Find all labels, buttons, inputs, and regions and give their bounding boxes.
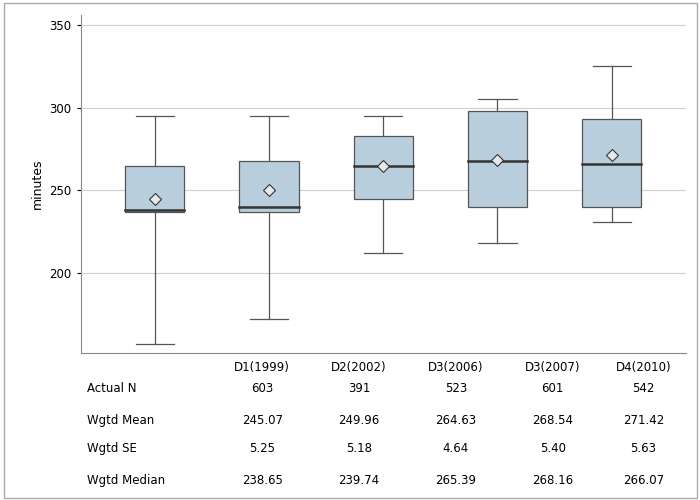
- Bar: [582, 119, 641, 207]
- Text: 601: 601: [542, 382, 564, 396]
- Text: 268.16: 268.16: [532, 474, 573, 486]
- Text: 5.63: 5.63: [631, 442, 657, 455]
- Text: 271.42: 271.42: [623, 414, 664, 426]
- Text: 4.64: 4.64: [443, 442, 469, 455]
- Text: 5.40: 5.40: [540, 442, 566, 455]
- Text: 239.74: 239.74: [339, 474, 379, 486]
- Text: D2(2002): D2(2002): [331, 361, 387, 374]
- Text: 268.54: 268.54: [532, 414, 573, 426]
- Bar: [354, 136, 413, 198]
- Text: D1(1999): D1(1999): [234, 361, 290, 374]
- Text: Actual N: Actual N: [87, 382, 136, 396]
- Text: 523: 523: [444, 382, 467, 396]
- Text: 238.65: 238.65: [241, 474, 283, 486]
- Text: 5.25: 5.25: [249, 442, 275, 455]
- Text: D4(2010): D4(2010): [616, 361, 671, 374]
- Bar: [468, 111, 527, 207]
- Y-axis label: minutes: minutes: [31, 158, 43, 209]
- Text: Wgtd Mean: Wgtd Mean: [87, 414, 154, 426]
- Text: 542: 542: [632, 382, 654, 396]
- Text: Wgtd Median: Wgtd Median: [87, 474, 164, 486]
- Text: D3(2006): D3(2006): [428, 361, 484, 374]
- Bar: [125, 166, 185, 212]
- Text: 245.07: 245.07: [241, 414, 283, 426]
- Text: 5.18: 5.18: [346, 442, 372, 455]
- Text: 266.07: 266.07: [623, 474, 664, 486]
- Text: 265.39: 265.39: [435, 474, 477, 486]
- Text: D3(2007): D3(2007): [525, 361, 580, 374]
- Text: 249.96: 249.96: [338, 414, 379, 426]
- Text: 391: 391: [348, 382, 370, 396]
- Text: 264.63: 264.63: [435, 414, 477, 426]
- Text: 603: 603: [251, 382, 273, 396]
- Text: Wgtd SE: Wgtd SE: [87, 442, 136, 455]
- Bar: [239, 160, 299, 212]
